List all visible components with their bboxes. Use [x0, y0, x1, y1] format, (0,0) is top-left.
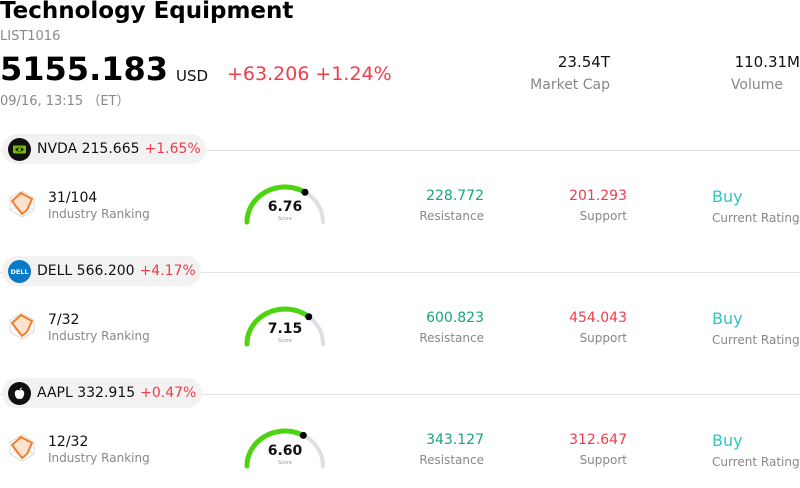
resistance-value: 343.127 [426, 432, 484, 448]
resistance-label: Resistance [419, 209, 484, 223]
current-rating-value[interactable]: Buy [712, 309, 743, 328]
gauge-fill [244, 184, 308, 225]
section-divider [0, 150, 800, 151]
score-label: Score [278, 460, 292, 466]
score-value: 6.60 [268, 443, 303, 459]
stock-ticker-text: AAPL 332.915 [37, 385, 136, 401]
stock-ticker-text: DELL 566.200 [37, 263, 135, 279]
stock-ticker-pill[interactable]: AAPL 332.915 +0.47% [2, 378, 202, 408]
stock-change-percent: +1.65% [144, 141, 201, 157]
stock-ticker-pill[interactable]: NVDA 215.665 +1.65% [2, 134, 206, 164]
current-rating-label: Current Rating [712, 333, 800, 347]
section-divider [0, 272, 800, 273]
market-cap-value: 23.54T [557, 53, 610, 71]
score-gauge: 6.60 Score [244, 428, 325, 469]
resistance-label: Resistance [419, 453, 484, 467]
support-label: Support [579, 209, 627, 223]
support-value: 201.293 [569, 188, 627, 204]
list-code: LIST1016 [0, 29, 61, 44]
timestamp: 09/16, 13:15 （ET） [0, 94, 130, 109]
ranking-radar-icon [9, 434, 35, 462]
resistance-value: 600.823 [426, 310, 484, 326]
current-rating-label: Current Rating [712, 455, 800, 469]
gauge-indicator [305, 313, 313, 321]
stock-change-percent: +4.17% [139, 263, 196, 279]
gauge-fill [244, 428, 306, 469]
current-rating-label: Current Rating [712, 211, 800, 225]
score-gauge: 7.15 Score [244, 306, 325, 347]
ranking-radar-icon [9, 190, 35, 218]
svg-text:DELL: DELL [10, 268, 28, 276]
support-value: 312.647 [569, 432, 627, 448]
current-rating-value[interactable]: Buy [712, 187, 743, 206]
resistance-value: 228.772 [426, 188, 484, 204]
dell-logo-icon: DELL [8, 259, 31, 283]
volume-label: Volume [730, 77, 783, 93]
industry-ranking-label: Industry Ranking [48, 451, 150, 465]
score-value: 7.15 [268, 321, 303, 337]
price-change-value: +63.206 [227, 63, 310, 85]
score-label: Score [278, 216, 292, 222]
currency-label: USD [176, 67, 209, 85]
industry-ranking-value: 31/104 [48, 190, 98, 206]
stock-ticker-pill[interactable]: DELL DELL 566.200 +4.17% [2, 256, 201, 286]
score-gauge: 6.76 Score [244, 184, 325, 225]
industry-ranking-value: 12/32 [48, 434, 89, 450]
nvidia-logo-icon [8, 137, 31, 161]
score-label: Score [278, 338, 292, 344]
support-label: Support [579, 331, 627, 345]
gauge-fill [244, 306, 312, 347]
index-price: 5155.183 [0, 50, 169, 88]
support-value: 454.043 [569, 310, 627, 326]
resistance-label: Resistance [419, 331, 484, 345]
industry-ranking-label: Industry Ranking [48, 329, 150, 343]
page-title: Technology Equipment [0, 0, 294, 24]
apple-logo-icon [8, 381, 31, 405]
industry-ranking-label: Industry Ranking [48, 207, 150, 221]
gauge-indicator [299, 431, 307, 439]
gauge-indicator [301, 188, 309, 196]
current-rating-value[interactable]: Buy [712, 431, 743, 450]
volume-value: 110.31M [734, 53, 800, 71]
price-change-percent: +1.24% [315, 63, 392, 85]
support-label: Support [579, 453, 627, 467]
industry-ranking-value: 7/32 [48, 312, 80, 328]
stock-change-percent: +0.47% [140, 385, 197, 401]
stock-ticker-text: NVDA 215.665 [37, 141, 140, 157]
score-value: 6.76 [268, 199, 303, 215]
price-change: +63.206 +1.24% [227, 63, 398, 85]
section-divider [0, 394, 800, 395]
ranking-radar-icon [9, 312, 35, 340]
market-cap-label: Market Cap [530, 77, 610, 93]
